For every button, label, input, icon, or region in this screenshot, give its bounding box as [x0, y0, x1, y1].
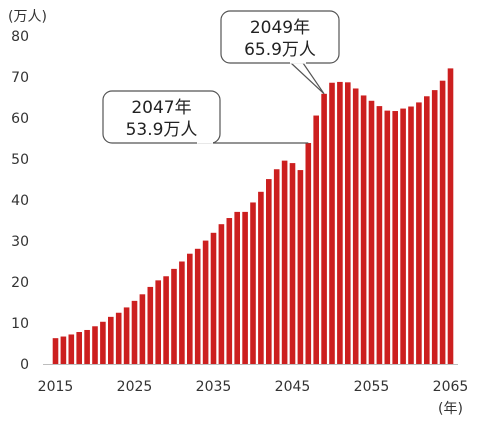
bar	[92, 326, 98, 364]
bar	[115, 312, 122, 364]
x-tick-label: 2055	[354, 379, 390, 395]
x-tick-label: 2045	[275, 379, 311, 395]
bar	[210, 232, 217, 364]
y-axis-unit-label: (万人)	[8, 9, 47, 25]
bar	[147, 286, 154, 364]
x-tick-label: 2035	[196, 379, 232, 395]
bar	[155, 280, 161, 364]
bar	[345, 82, 351, 364]
x-tick-label: 2065	[433, 379, 469, 395]
bar	[424, 96, 430, 365]
x-tick-label: 2025	[117, 379, 153, 395]
callout-joint	[290, 61, 306, 64]
y-tick-label: 60	[11, 111, 29, 127]
bar	[234, 211, 240, 364]
bar	[384, 110, 391, 365]
bar	[392, 111, 398, 364]
bar	[266, 179, 272, 364]
bar	[352, 88, 359, 364]
bar	[139, 294, 146, 364]
bar	[202, 240, 209, 364]
bar	[218, 224, 225, 364]
y-tick-label: 70	[11, 70, 29, 86]
callout-value-label: 65.9万人	[244, 40, 316, 60]
bar	[329, 82, 335, 365]
bar	[171, 268, 177, 364]
bar	[242, 211, 248, 364]
callout-pointer	[290, 62, 325, 95]
bar	[416, 102, 422, 365]
bar	[258, 191, 264, 364]
y-tick-label: 20	[11, 275, 29, 291]
bar	[163, 276, 169, 364]
y-tick-label: 80	[11, 29, 29, 45]
callout-year-label: 2049年	[250, 18, 310, 38]
bar	[123, 307, 130, 364]
y-tick-label: 30	[11, 234, 29, 250]
bar	[297, 170, 304, 364]
bar	[250, 202, 256, 364]
bar	[289, 163, 296, 364]
callout-box	[102, 90, 221, 144]
bar	[179, 261, 185, 364]
bar	[108, 316, 114, 364]
bar	[76, 332, 82, 364]
callout-box	[220, 10, 340, 64]
bar	[360, 95, 367, 364]
bar	[321, 93, 327, 364]
bar	[131, 300, 138, 364]
bar	[60, 336, 67, 364]
bar	[439, 80, 446, 364]
callout-year-label: 2047年	[131, 98, 191, 118]
bar	[100, 321, 106, 364]
bar	[313, 115, 319, 364]
callout-joint	[197, 141, 213, 144]
bar	[194, 248, 201, 364]
bar	[84, 329, 90, 364]
bar	[431, 90, 438, 365]
y-tick-label: 40	[11, 193, 29, 209]
bar	[376, 106, 383, 365]
bar	[187, 253, 193, 364]
bar	[273, 169, 280, 364]
bar	[400, 108, 406, 364]
bar	[305, 143, 312, 364]
y-tick-label: 0	[20, 357, 29, 373]
callout-value-label: 53.9万人	[126, 120, 198, 140]
bar-series	[52, 68, 454, 365]
x-tick-label: 2015	[38, 379, 74, 395]
x-axis-unit-label: (年)	[438, 401, 463, 417]
bar	[281, 160, 288, 364]
bar	[447, 68, 454, 364]
bar	[68, 334, 75, 364]
y-tick-label: 10	[11, 316, 29, 332]
bar	[226, 218, 233, 364]
bar	[368, 100, 375, 364]
y-tick-label: 50	[11, 152, 29, 168]
bar	[408, 106, 414, 365]
bar	[52, 338, 59, 364]
chart-axes: (万人) 0 10 20 30 40 50 60 70 80 2015 2025 2035 2045 205…	[8, 9, 468, 417]
bar	[337, 81, 343, 365]
